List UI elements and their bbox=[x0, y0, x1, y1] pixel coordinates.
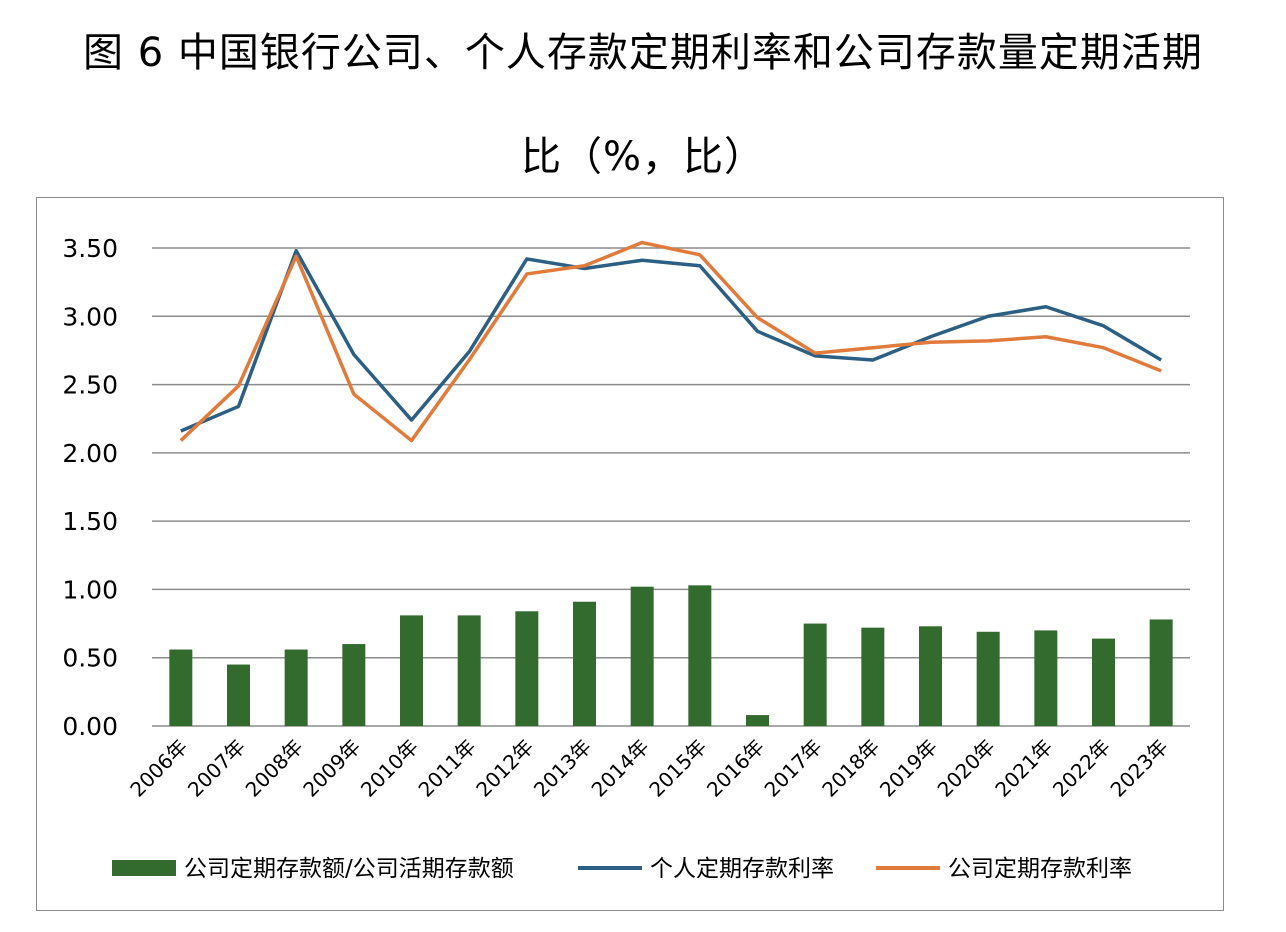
bar bbox=[284, 649, 308, 726]
chart-title-line2: 比（%，比） bbox=[520, 134, 765, 180]
chart-title-line1: 图 6 中国银行公司、个人存款定期利率和公司存款量定期活期 bbox=[83, 30, 1203, 76]
bar bbox=[630, 586, 654, 726]
x-tick-label: 2023年 bbox=[1106, 735, 1173, 802]
legend-label: 公司定期存款额/公司活期存款额 bbox=[184, 856, 514, 882]
x-tick-label: 2019年 bbox=[875, 735, 942, 802]
line-series bbox=[179, 240, 1163, 443]
legend: 公司定期存款额/公司活期存款额 个人定期存款利率 公司定期存款利率 bbox=[112, 856, 1132, 882]
y-axis-ticks: 0.00 0.50 1.00 1.50 2.00 2.50 3.00 3.50 bbox=[62, 234, 118, 741]
bar bbox=[400, 615, 423, 726]
gridlines bbox=[152, 247, 1190, 727]
bar bbox=[688, 585, 712, 726]
y-tick-label: 2.00 bbox=[62, 439, 118, 468]
y-tick-label: 2.50 bbox=[62, 371, 118, 400]
x-tick-label: 2016年 bbox=[702, 735, 769, 802]
x-tick-label: 2007年 bbox=[183, 735, 250, 802]
series-line bbox=[179, 240, 1162, 443]
y-tick-label: 1.00 bbox=[62, 575, 118, 604]
x-tick-label: 2010年 bbox=[356, 735, 423, 802]
bar bbox=[342, 644, 366, 726]
series-line bbox=[180, 248, 1163, 433]
x-tick-label: 2006年 bbox=[125, 735, 192, 802]
bar bbox=[976, 631, 1000, 726]
bar bbox=[1149, 619, 1173, 726]
y-tick-label: 0.00 bbox=[62, 712, 118, 741]
x-tick-label: 2022年 bbox=[1048, 735, 1115, 802]
bar bbox=[919, 626, 942, 726]
x-tick-label: 2015年 bbox=[644, 735, 711, 802]
bar bbox=[803, 623, 827, 726]
y-tick-label: 1.50 bbox=[62, 507, 118, 536]
x-tick-label: 2008年 bbox=[241, 735, 308, 802]
bar bbox=[515, 611, 539, 726]
bar bbox=[1092, 638, 1115, 726]
chart-frame bbox=[36, 197, 1224, 911]
bar bbox=[227, 664, 250, 726]
legend-label: 公司定期存款利率 bbox=[948, 856, 1132, 882]
x-tick-label: 2013年 bbox=[529, 735, 596, 802]
x-tick-label: 2017年 bbox=[760, 735, 827, 802]
bar bbox=[457, 615, 481, 726]
legend-marker bbox=[112, 860, 176, 876]
x-tick-label: 2009年 bbox=[298, 735, 365, 802]
legend-label: 个人定期存款利率 bbox=[650, 856, 834, 882]
bar bbox=[169, 649, 193, 726]
x-tick-label: 2014年 bbox=[587, 735, 654, 802]
x-axis-ticks: 2006年2007年2008年2009年2010年2011年2012年2013年… bbox=[125, 735, 1172, 802]
bar bbox=[861, 627, 885, 726]
bar bbox=[1034, 630, 1058, 726]
y-tick-label: 3.00 bbox=[62, 302, 118, 331]
x-tick-label: 2011年 bbox=[414, 735, 481, 802]
x-tick-label: 2018年 bbox=[817, 735, 884, 802]
bar-series bbox=[169, 585, 1173, 726]
y-tick-label: 3.50 bbox=[62, 234, 118, 263]
bar bbox=[746, 715, 769, 726]
x-tick-label: 2020年 bbox=[933, 735, 1000, 802]
x-tick-label: 2021年 bbox=[990, 735, 1057, 802]
y-tick-label: 0.50 bbox=[62, 644, 118, 673]
bar bbox=[573, 601, 596, 726]
x-tick-label: 2012年 bbox=[471, 735, 538, 802]
